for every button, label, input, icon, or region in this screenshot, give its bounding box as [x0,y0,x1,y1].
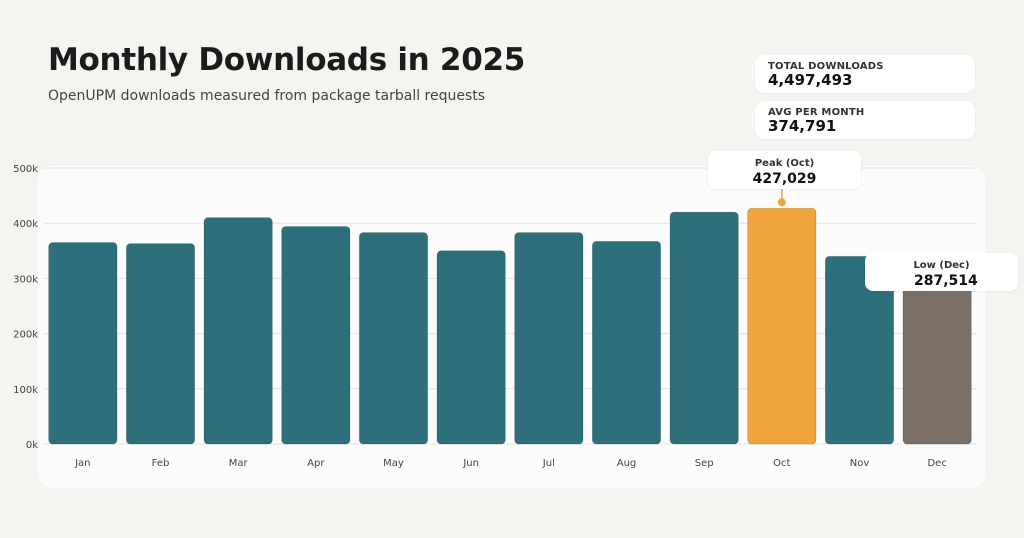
x-tick-label: Oct [773,458,790,469]
bar-peak [747,207,817,445]
avg-per-month-value: 374,791 [768,117,837,135]
avg-per-month-label: AVG PER MONTH [768,107,865,118]
bar [591,241,662,445]
y-tick-label: 500k [13,164,38,175]
x-tick-label: Jul [542,458,555,469]
y-tick-label: 300k [13,274,38,285]
bar [669,211,739,445]
bar [48,242,118,445]
y-tick-label: 400k [13,219,38,230]
y-tick-label: 0k [26,440,38,451]
low-callout: Low (Dec) 287,514 [865,253,1018,291]
bar [514,232,584,445]
peak-callout: Peak (Oct) 427,029 [708,151,861,189]
low-callout-label: Low (Dec) [913,260,970,271]
bar [125,243,196,445]
total-downloads-label: TOTAL DOWNLOADS [768,61,884,72]
page-title: Monthly Downloads in 2025 [48,42,526,78]
bar [358,232,429,445]
x-tick-label: Apr [307,458,325,469]
x-tick-label: May [383,458,404,469]
peak-callout-label: Peak (Oct) [754,158,815,169]
avg-per-month-card: AVG PER MONTH 374,791 [755,101,975,139]
bar [824,255,895,445]
x-tick-label: Mar [229,458,249,469]
x-tick-label: Nov [850,458,870,469]
x-tick-label: Dec [927,458,946,469]
x-tick-label: Aug [617,458,637,469]
low-callout-value: 287,514 [914,273,978,289]
total-downloads-value: 4,497,493 [768,71,853,89]
peak-callout-value: 427,029 [752,171,817,187]
page-subtitle: OpenUPM downloads measured from package … [48,88,486,104]
x-tick-label: Sep [695,458,714,469]
y-tick-label: 200k [13,330,38,341]
peak-marker-dot [777,198,786,207]
y-tick-label: 100k [13,385,38,396]
bar-low [902,284,972,445]
bar [203,217,273,445]
x-tick-label: Jan [74,458,90,469]
x-tick-label: Feb [152,458,170,469]
x-tick-label: Jun [462,458,479,469]
bar [436,250,506,445]
bar [281,226,351,445]
total-downloads-card: TOTAL DOWNLOADS 4,497,493 [755,55,975,93]
